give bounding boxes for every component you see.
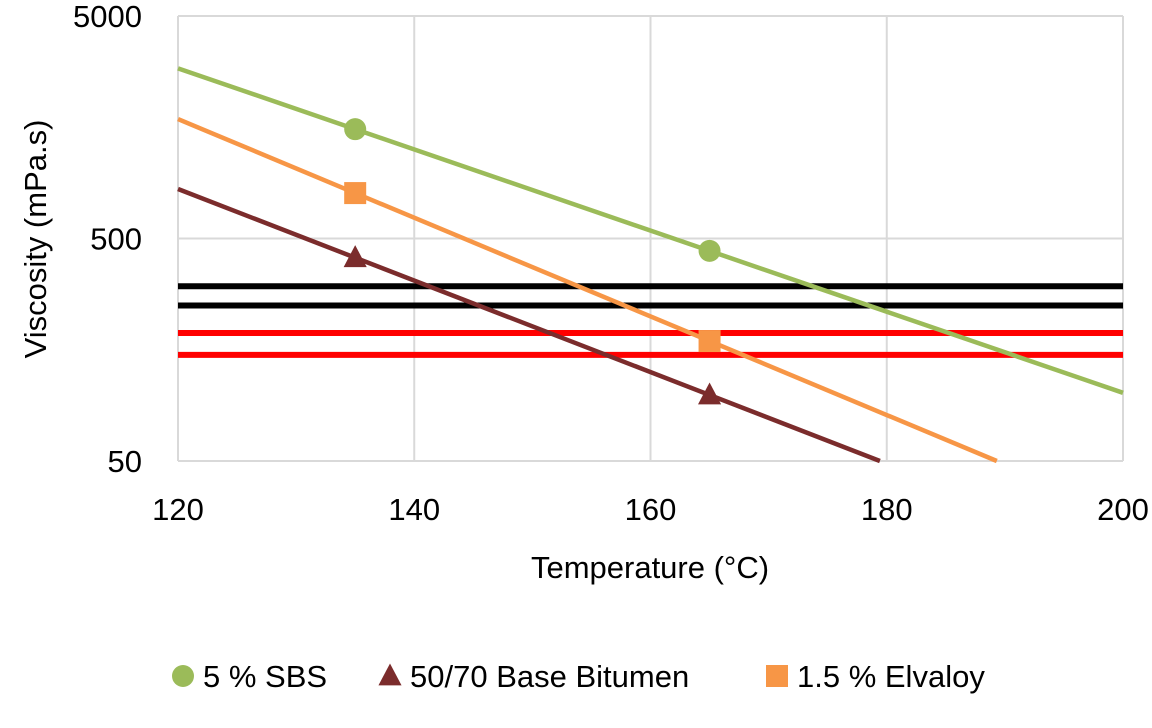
- trendline: [177, 117, 998, 464]
- data-point: [344, 118, 367, 141]
- tick-labels: 120 140 160 180 200 50 500 5000: [73, 0, 1149, 527]
- legend-item: 1.5 % Elvaloy: [766, 659, 985, 694]
- legend-item: 50/70 Base Bitumen: [378, 659, 689, 694]
- trendline: [177, 66, 1124, 395]
- legend-marker: [766, 665, 788, 687]
- x-tick-label: 160: [625, 492, 677, 527]
- x-tick-label: 120: [152, 492, 204, 527]
- legend-item: 5 % SBS: [172, 659, 327, 694]
- y-tick-label: 50: [108, 444, 142, 479]
- trendline: [177, 186, 881, 464]
- grid: [177, 15, 1124, 462]
- y-axis-title: Viscosity (mPa.s): [18, 120, 53, 359]
- data-point: [344, 182, 367, 205]
- legend-marker: [378, 663, 402, 686]
- data-point: [698, 330, 721, 353]
- reference-lines: [178, 283, 1123, 358]
- legend-label: 50/70 Base Bitumen: [410, 659, 689, 694]
- data-point: [698, 239, 721, 262]
- data-markers: [343, 118, 722, 405]
- legend: 5 % SBS 50/70 Base Bitumen 1.5 % Elvaloy: [172, 659, 985, 694]
- y-tick-label: 5000: [73, 0, 142, 34]
- x-axis-title: Temperature (°C): [531, 550, 769, 585]
- legend-label: 5 % SBS: [203, 659, 327, 694]
- legend-marker: [172, 665, 194, 687]
- x-tick-label: 180: [861, 492, 913, 527]
- data-point: [698, 382, 722, 405]
- x-tick-label: 200: [1097, 492, 1149, 527]
- trendlines: [177, 66, 1124, 464]
- legend-label: 1.5 % Elvaloy: [797, 659, 985, 694]
- x-tick-label: 140: [388, 492, 440, 527]
- data-point: [343, 245, 367, 268]
- y-tick-label: 500: [90, 222, 142, 257]
